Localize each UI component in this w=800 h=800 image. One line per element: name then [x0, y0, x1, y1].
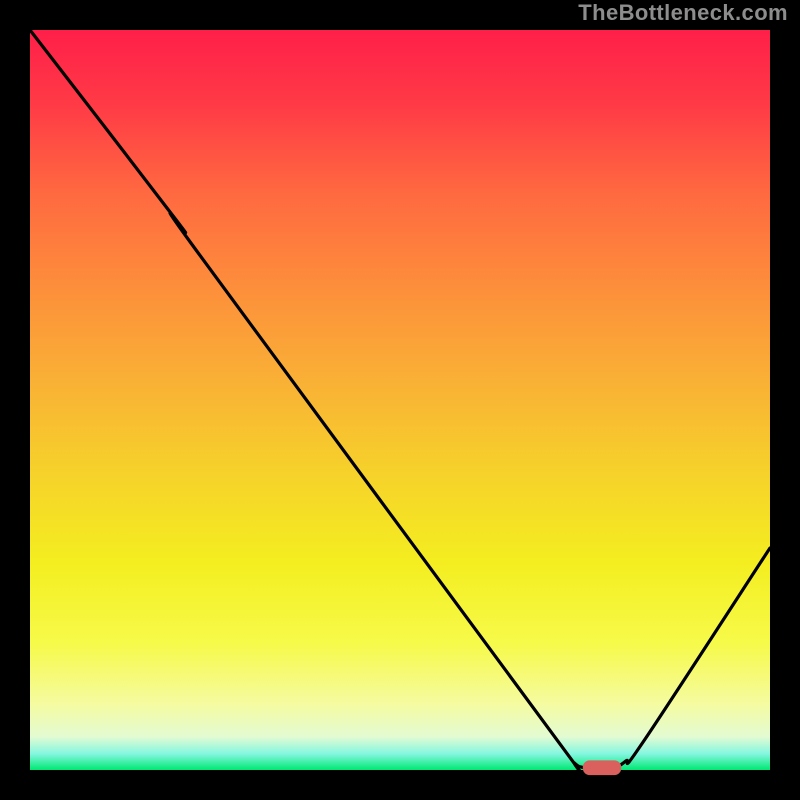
optimal-point-marker	[583, 760, 621, 775]
plot-area	[30, 30, 770, 770]
chart-container: TheBottleneck.com	[0, 0, 800, 800]
bottleneck-curve-chart	[0, 0, 800, 800]
